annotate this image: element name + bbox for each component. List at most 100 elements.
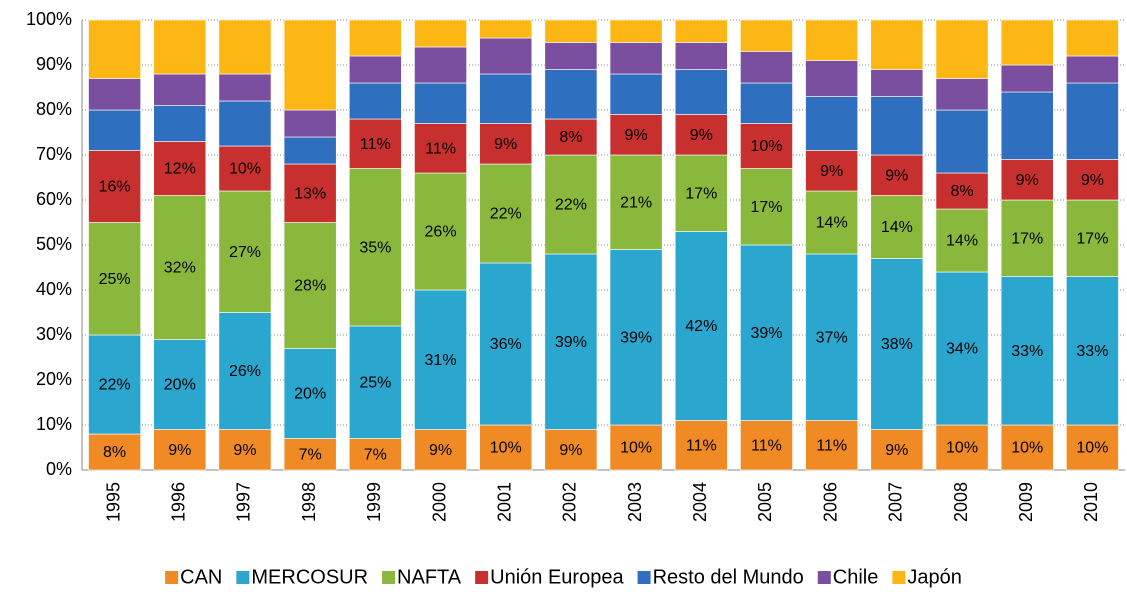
bar-segment xyxy=(740,168,793,246)
bar-segment xyxy=(805,96,859,151)
data-label: 7% xyxy=(364,446,387,463)
bar-segment xyxy=(348,118,402,169)
data-label: 10% xyxy=(946,440,978,457)
bar-segment xyxy=(414,82,467,124)
y-tick-label: 40% xyxy=(36,279,72,299)
bar-segment xyxy=(1066,424,1119,471)
x-tick-label: 1999 xyxy=(364,482,384,522)
legend: CAN MERCOSUR NAFTA Unión Europea Resto del M… xyxy=(165,566,962,588)
data-label: 26% xyxy=(229,363,261,380)
bar-segment xyxy=(544,69,598,120)
data-label: 9% xyxy=(885,167,908,184)
bar-segment xyxy=(609,249,663,426)
y-tick-label: 80% xyxy=(36,99,72,119)
bar-segment xyxy=(544,118,598,156)
bar-segment xyxy=(88,150,141,223)
bar-segment xyxy=(479,19,533,39)
bar-segment xyxy=(88,433,141,471)
bar-segment xyxy=(870,154,924,196)
legend-label: NAFTA xyxy=(397,566,462,588)
bar-segment xyxy=(283,348,337,439)
data-label: 14% xyxy=(881,219,913,236)
bar-segment xyxy=(153,105,207,142)
data-label: 10% xyxy=(620,440,652,457)
bar-segment xyxy=(805,420,859,471)
bar-segment xyxy=(88,19,141,79)
bar-segment xyxy=(218,429,272,471)
data-label: 31% xyxy=(425,352,457,369)
data-label: 35% xyxy=(359,239,391,256)
bar-segment xyxy=(870,258,924,430)
bar-segment xyxy=(870,69,924,97)
data-label: 14% xyxy=(816,215,848,232)
legend-label: Japón xyxy=(907,566,962,588)
y-tick-label: 70% xyxy=(36,144,72,164)
bar-segment xyxy=(609,424,663,471)
bar-segment xyxy=(88,222,141,336)
bar-segment xyxy=(479,37,533,75)
data-label: 9% xyxy=(233,442,256,459)
y-tick-label: 0% xyxy=(46,459,72,479)
bar-segment xyxy=(870,195,924,259)
bar-segment xyxy=(740,19,793,52)
y-tick-label: 90% xyxy=(36,54,72,74)
data-label: 9% xyxy=(429,442,452,459)
bar-segment xyxy=(218,145,272,192)
x-tick-label: 1995 xyxy=(103,482,123,522)
data-label: 10% xyxy=(229,161,261,178)
data-label: 9% xyxy=(625,127,648,144)
data-label: 17% xyxy=(750,199,782,216)
bar-segment xyxy=(609,42,663,75)
data-label: 22% xyxy=(490,206,522,223)
data-label: 20% xyxy=(294,386,326,403)
legend-swatch xyxy=(637,571,651,584)
bar-segment xyxy=(1066,199,1119,277)
bar-segment xyxy=(479,163,533,264)
bar-segment xyxy=(479,262,533,426)
x-tick-label: 2003 xyxy=(625,482,645,522)
bar-segment xyxy=(153,429,207,471)
data-label: 10% xyxy=(1011,440,1043,457)
data-label: 9% xyxy=(885,442,908,459)
bar-segment xyxy=(674,231,728,421)
data-label: 11% xyxy=(816,437,847,454)
bar-segment xyxy=(740,244,793,421)
bar-segment xyxy=(544,42,598,70)
data-label: 37% xyxy=(816,329,848,346)
data-label: 9% xyxy=(168,442,191,459)
bar-segment xyxy=(1000,276,1054,426)
data-label: 21% xyxy=(620,194,652,211)
bar-segment xyxy=(935,172,989,210)
bar-segment xyxy=(348,168,402,327)
bar-segment xyxy=(740,123,793,169)
bar-segment xyxy=(348,19,402,57)
bar-segment xyxy=(283,163,337,223)
y-tick-label: 30% xyxy=(36,324,72,344)
bar-segment xyxy=(1066,19,1119,57)
bar-segment xyxy=(153,195,207,340)
legend-swatch xyxy=(817,571,831,584)
bar-segment xyxy=(414,46,467,84)
bar-segment xyxy=(609,73,663,115)
bar-segment xyxy=(1000,424,1054,471)
bar-segment xyxy=(805,19,859,61)
bar-segment xyxy=(153,73,207,106)
legend-swatch xyxy=(892,571,906,584)
data-label: 12% xyxy=(164,161,196,178)
x-tick-label: 2009 xyxy=(1016,482,1036,522)
x-tick-label: 2007 xyxy=(886,482,906,522)
data-label: 39% xyxy=(555,334,587,351)
bar-segment xyxy=(935,19,989,79)
legend-swatch xyxy=(382,571,396,584)
bar-segment xyxy=(479,123,533,165)
bar-segment xyxy=(479,424,533,471)
data-label: 17% xyxy=(1076,230,1108,247)
data-label: 8% xyxy=(559,129,582,146)
bar-segment xyxy=(870,19,924,70)
data-label: 25% xyxy=(99,271,131,288)
data-label: 9% xyxy=(690,127,713,144)
data-label: 10% xyxy=(490,440,522,457)
bar-segment xyxy=(544,429,598,471)
data-label: 9% xyxy=(1081,172,1104,189)
